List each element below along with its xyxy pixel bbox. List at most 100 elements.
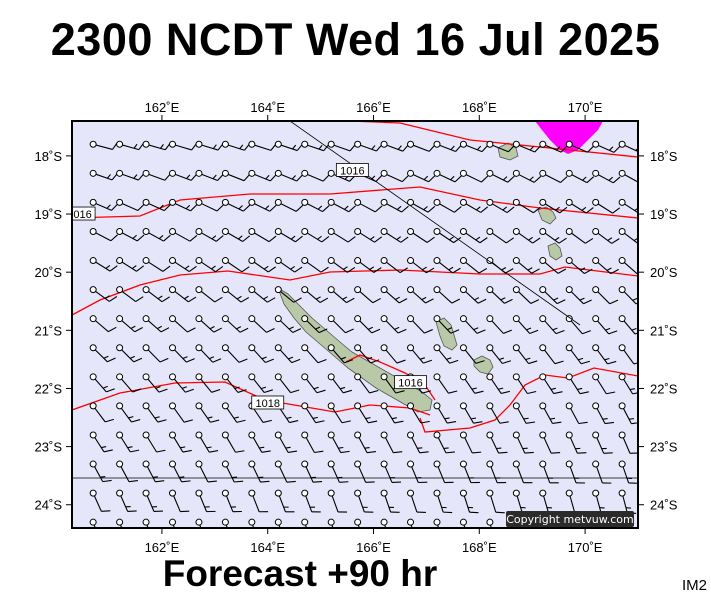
wind-barb (116, 431, 140, 453)
wind-barb (565, 286, 592, 305)
wind-barb (221, 286, 250, 303)
wind-barb (354, 431, 377, 454)
isobar-label-box (394, 375, 427, 390)
right-lat-label: 21˚S (650, 323, 678, 338)
wind-barb (565, 140, 595, 153)
wind-barb (459, 140, 489, 153)
diagonal-boundary-line (289, 121, 581, 326)
left-lat-label: 22˚S (35, 381, 63, 396)
wind-barb (89, 431, 113, 453)
forecast-label: Forecast +90 hr (162, 553, 438, 594)
image-code: IM2 (681, 577, 707, 594)
wind-barb (486, 489, 505, 514)
wind-barb (380, 257, 408, 274)
wind-barb (539, 431, 561, 454)
wind-barb (221, 431, 245, 453)
right-lat-label: 18˚S (650, 149, 678, 164)
wind-barb (354, 227, 383, 243)
wind-barb (327, 489, 348, 513)
top-lon-label: 168˚E (462, 100, 497, 115)
wind-barb (433, 257, 461, 274)
wind-barb (459, 286, 487, 304)
wind-barb (618, 315, 638, 335)
wind-barb (459, 257, 488, 274)
right-lat-label: 19˚S (650, 207, 678, 222)
wind-barb (169, 489, 190, 513)
wind-barb (459, 344, 485, 364)
wind-barb (486, 344, 512, 364)
wind-barb (512, 315, 539, 335)
left-lat-label: 18˚S (35, 149, 63, 164)
right-lat-label: 20˚S (650, 265, 678, 280)
wind-barb (512, 460, 533, 484)
wind-barb (116, 257, 145, 272)
wind-barb (195, 344, 222, 363)
wind-barb (565, 373, 589, 395)
boundary-lines (72, 121, 638, 479)
wind-barb (248, 460, 270, 483)
wind-barb (327, 227, 356, 243)
wind-barb (221, 344, 248, 363)
wind-barb (459, 227, 488, 244)
wind-barb (169, 344, 195, 363)
wind-barb (116, 344, 143, 363)
wind-barb (169, 286, 197, 303)
wind-barb (539, 257, 567, 274)
wind-barbs (89, 140, 638, 528)
left-lat-label: 23˚S (35, 440, 63, 455)
wind-barb (301, 460, 323, 483)
bottom-lon-label: 162˚E (145, 540, 180, 555)
wind-barb (195, 431, 219, 453)
wind-barb (433, 460, 454, 484)
wind-barb (89, 460, 112, 483)
wind-barb (248, 373, 273, 394)
top-lon-label: 170˚E (568, 100, 603, 115)
wind-barb (354, 315, 381, 334)
wind-barb (565, 431, 587, 454)
wind-barb (592, 169, 621, 184)
wind-barb (486, 315, 512, 334)
isobar-line (419, 367, 638, 433)
top-lon-label: 164˚E (250, 100, 285, 115)
copyright-badge: Copyright metvuw.com (506, 511, 634, 527)
wind-barb (618, 286, 638, 305)
wind-barb (301, 373, 326, 394)
sea-background (72, 121, 638, 528)
wind-barb (407, 344, 433, 364)
wind-barb (301, 344, 327, 364)
wind-barb (618, 257, 638, 275)
wind-barb (274, 489, 295, 513)
wind-barb (169, 315, 196, 333)
top-lon-label: 166˚E (356, 100, 391, 115)
wind-barb (89, 227, 118, 242)
wind-barb (459, 373, 484, 394)
wind-barb (142, 402, 167, 423)
wind-barb (142, 460, 165, 483)
wind-barb (221, 257, 250, 273)
wind-barb (512, 140, 542, 153)
wind-barb (565, 344, 591, 365)
wind-barb (380, 227, 409, 243)
wind-barb (274, 431, 298, 453)
wind-barb (565, 227, 594, 244)
wind-barb (592, 140, 621, 153)
wind-barb (512, 344, 538, 365)
wind-barb (195, 402, 220, 423)
wind-barb (407, 227, 435, 243)
wind-barb (380, 169, 410, 183)
wind-barb (301, 315, 328, 334)
isobar-line (72, 266, 638, 316)
wind-barb (618, 198, 638, 214)
wind-barb (327, 373, 352, 394)
wind-barb (407, 286, 434, 304)
loyalty-island-mare (473, 355, 494, 375)
wind-barb (433, 489, 453, 514)
wind-barb (407, 489, 426, 513)
wind-barb (354, 344, 380, 364)
wind-barb (248, 489, 269, 513)
land-masses (277, 142, 563, 413)
wind-barb (195, 315, 223, 333)
wind-barb (195, 257, 224, 273)
wind-barb (459, 402, 483, 424)
